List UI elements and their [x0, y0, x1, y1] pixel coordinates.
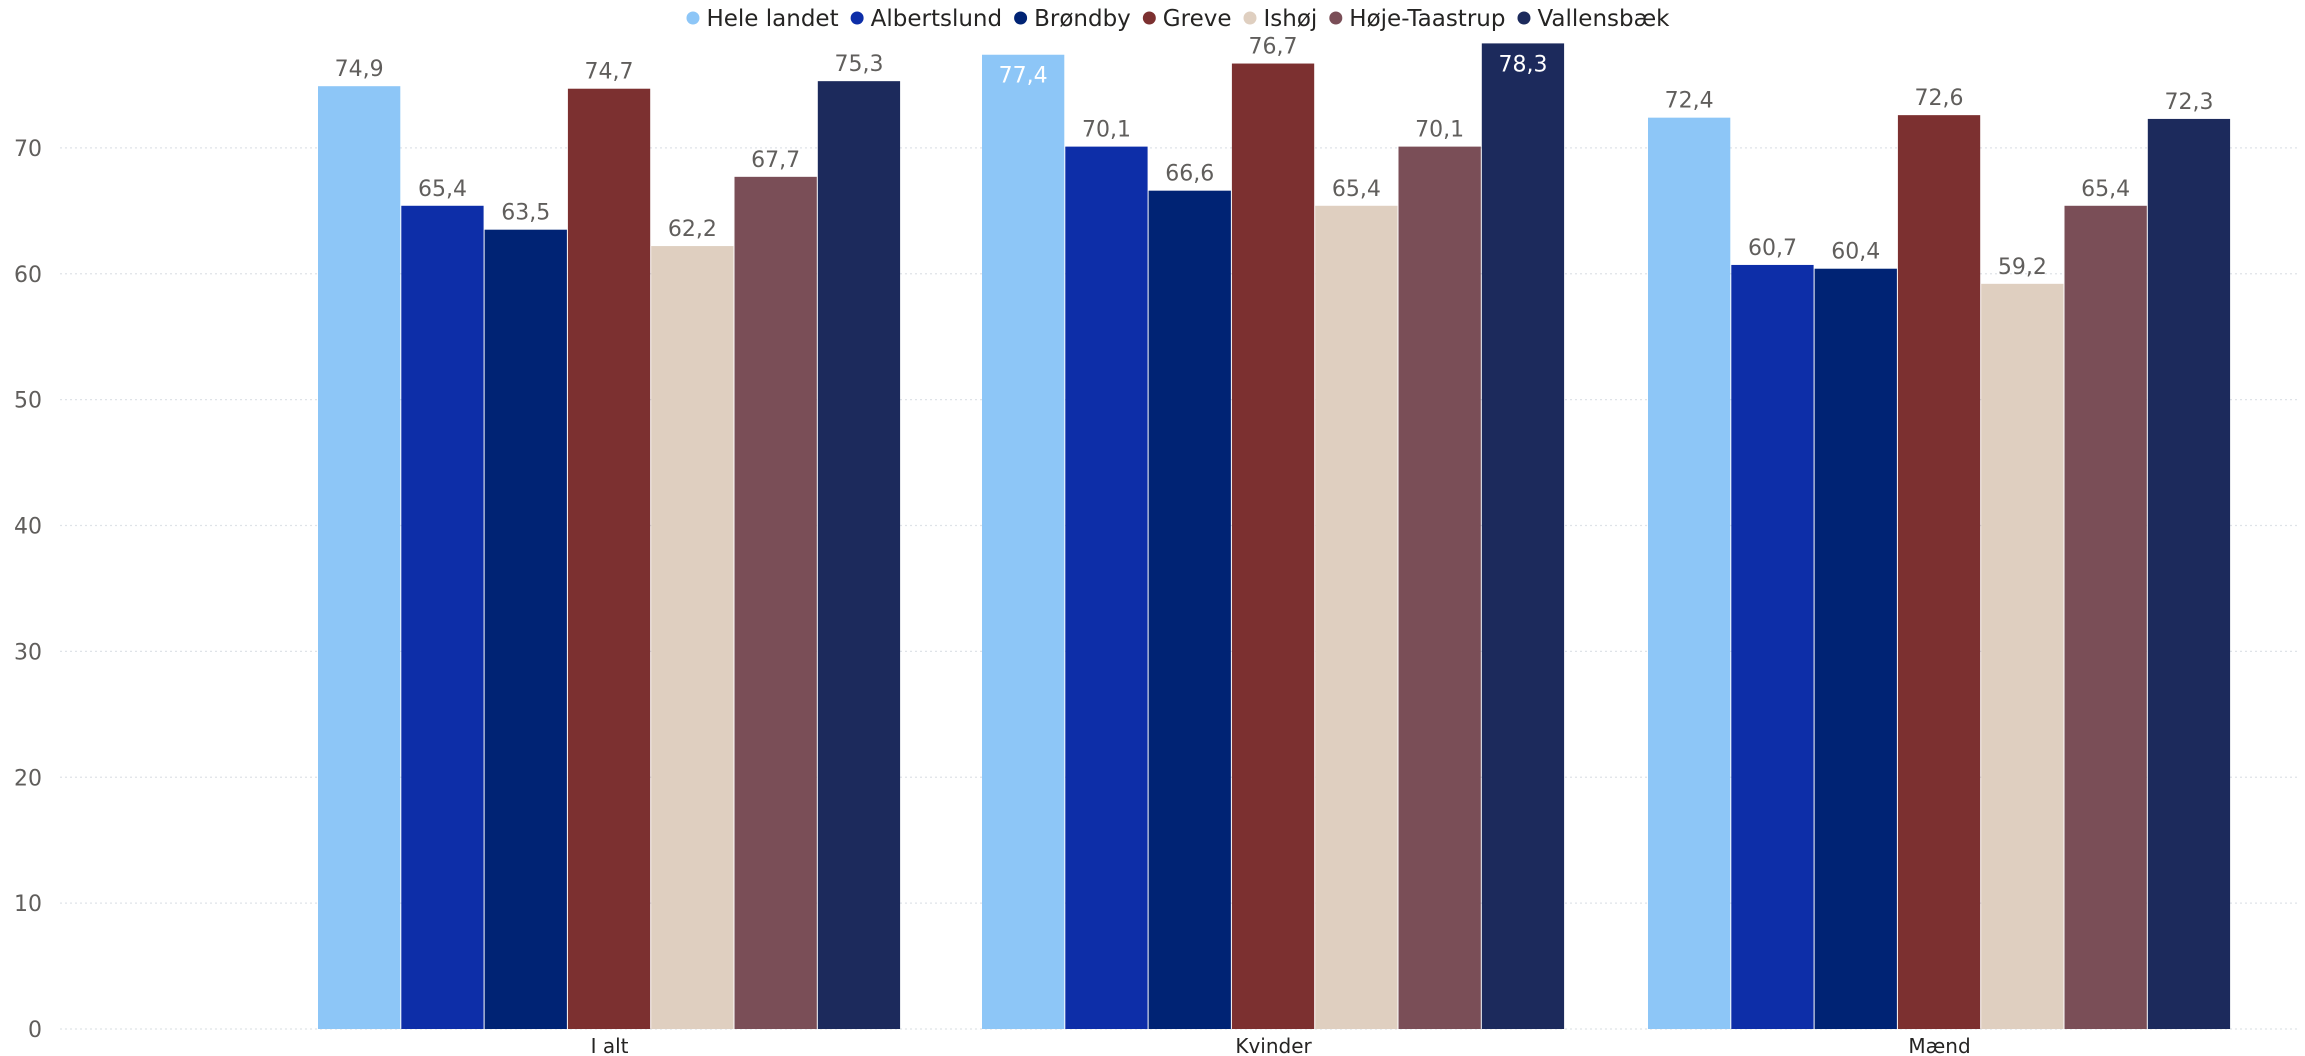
- legend-marker: [686, 11, 700, 25]
- bar-vallensbaek-maend[interactable]: [2147, 118, 2231, 1029]
- legend-item-hele-landet[interactable]: Hele landet: [686, 6, 839, 32]
- legend-label: Greve: [1163, 6, 1232, 32]
- y-tick-label: 70: [14, 137, 42, 162]
- data-label: 75,3: [834, 52, 883, 77]
- data-label: 65,4: [2081, 177, 2130, 202]
- data-label: 62,2: [668, 217, 717, 242]
- data-label: 65,4: [418, 177, 467, 202]
- legend-label: Hele landet: [706, 6, 838, 32]
- legend-marker: [1142, 11, 1156, 25]
- bar-albertslund-kvinder[interactable]: [1065, 146, 1148, 1029]
- bar-hele-landet-kvinder[interactable]: [982, 54, 1065, 1030]
- x-tick-label: I alt: [591, 1034, 629, 1056]
- bar-ishoj-maend[interactable]: [1981, 283, 2064, 1029]
- y-tick-label: 50: [14, 389, 42, 414]
- legend-item-vallensbaek[interactable]: Vallensbæk: [1517, 6, 1670, 32]
- data-label: 72,6: [1915, 86, 1964, 111]
- x-axis: I alt Kvinder Mænd: [591, 1034, 1971, 1056]
- data-label: 76,7: [1249, 35, 1298, 60]
- legend-item-greve[interactable]: Greve: [1142, 6, 1232, 32]
- data-label: 70,1: [1415, 118, 1464, 143]
- legend-item-hoje-taastrup[interactable]: Høje-Taastrup: [1329, 6, 1505, 32]
- data-label: 72,3: [2164, 90, 2213, 115]
- legend: Hele landet Albertslund Brøndby Greve Ishøj H…: [686, 6, 1670, 32]
- data-label: 72,4: [1665, 89, 1714, 114]
- legend-marker: [1243, 11, 1257, 25]
- legend-marker: [1329, 11, 1343, 25]
- bars: 74,9 65,4 63,5 74,7 62,2 67,7 75,3 77,4 70,1 66,6…: [318, 35, 2231, 1030]
- data-label: 67,7: [751, 148, 800, 173]
- data-label: 59,2: [1998, 255, 2047, 280]
- x-tick-label: Mænd: [1908, 1034, 1970, 1056]
- bar-hoje-taastrup-kvinder[interactable]: [1398, 146, 1481, 1029]
- bar-ishoj-i-alt[interactable]: [651, 246, 734, 1029]
- bar-brondby-i-alt[interactable]: [484, 229, 567, 1030]
- data-label: 74,7: [585, 60, 634, 85]
- legend-label: Brøndby: [1034, 6, 1131, 32]
- data-label: 77,4: [999, 64, 1048, 89]
- y-tick-label: 30: [14, 640, 42, 665]
- legend-marker: [850, 11, 864, 25]
- data-label: 78,3: [1498, 52, 1547, 77]
- bar-brondby-kvinder[interactable]: [1148, 190, 1231, 1030]
- data-label: 65,4: [1332, 177, 1381, 202]
- y-tick-label: 10: [14, 892, 42, 917]
- x-tick-label: Kvinder: [1235, 1034, 1312, 1056]
- data-label: 70,1: [1082, 118, 1131, 143]
- bar-brondby-maend[interactable]: [1814, 268, 1897, 1030]
- bar-ishoj-kvinder[interactable]: [1315, 205, 1398, 1030]
- data-label: 63,5: [501, 201, 550, 226]
- legend-label: Høje-Taastrup: [1349, 6, 1505, 32]
- bar-hoje-taastrup-i-alt[interactable]: [734, 176, 817, 1030]
- legend-marker: [1517, 11, 1531, 25]
- bar-greve-kvinder[interactable]: [1231, 63, 1315, 1029]
- bar-greve-maend[interactable]: [1897, 115, 1981, 1029]
- y-tick-label: 0: [28, 1018, 42, 1043]
- data-label: 60,7: [1748, 236, 1797, 261]
- legend-label: Albertslund: [871, 6, 1002, 32]
- bar-vallensbaek-kvinder[interactable]: [1481, 43, 1565, 1030]
- y-axis: 0 10 20 30 40 50 60 70: [14, 137, 42, 1043]
- bar-albertslund-i-alt[interactable]: [401, 205, 484, 1030]
- legend-label: Ishøj: [1263, 6, 1317, 32]
- bar-albertslund-maend[interactable]: [1731, 264, 1814, 1030]
- data-label: 66,6: [1165, 162, 1214, 187]
- bar-vallensbaek-i-alt[interactable]: [817, 81, 901, 1029]
- data-label: 74,9: [335, 57, 384, 82]
- legend-marker: [1014, 11, 1028, 25]
- legend-item-albertslund[interactable]: Albertslund: [850, 6, 1002, 32]
- bar-hele-landet-i-alt[interactable]: [318, 86, 401, 1030]
- y-tick-label: 20: [14, 766, 42, 791]
- legend-label: Vallensbæk: [1537, 6, 1670, 32]
- y-tick-label: 60: [14, 263, 42, 288]
- data-label: 60,4: [1831, 240, 1880, 265]
- legend-item-ishoj[interactable]: Ishøj: [1243, 6, 1317, 32]
- y-tick-label: 40: [14, 515, 42, 540]
- legend-item-brondby[interactable]: Brøndby: [1014, 6, 1131, 32]
- bar-hoje-taastrup-maend[interactable]: [2064, 205, 2147, 1030]
- bar-greve-i-alt[interactable]: [567, 88, 651, 1030]
- bar-hele-landet-maend[interactable]: [1648, 117, 1731, 1030]
